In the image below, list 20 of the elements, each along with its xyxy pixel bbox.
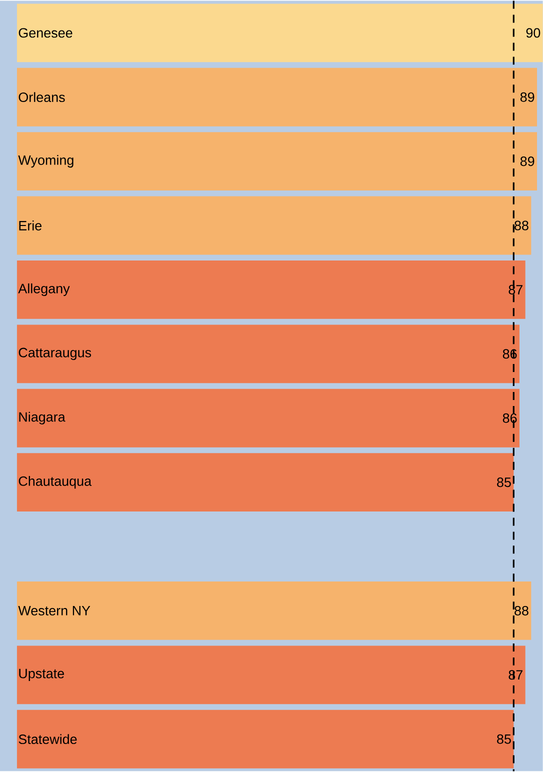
data-label: 88: [514, 220, 528, 230]
y-tick-label: Niagara: [19, 412, 66, 424]
y-tick-label: Wyoming: [18, 155, 74, 168]
y-tick-label: Upstate: [19, 668, 64, 681]
data-label: 86: [502, 413, 517, 423]
data-label: 87: [508, 284, 523, 294]
data-label: 89: [520, 156, 534, 166]
data-label: 89: [520, 92, 534, 102]
y-tick-label: Genesee: [18, 28, 72, 38]
y-tick-label: Cattaraugus: [18, 348, 92, 360]
y-tick-label: Statewide: [18, 734, 77, 744]
y-tick-label: Chautauqua: [18, 476, 92, 489]
y-tick-label: Erie: [19, 220, 42, 230]
data-label: 85: [497, 478, 511, 488]
data-label: 85: [497, 734, 511, 744]
y-tick-label: Orleans: [18, 92, 65, 102]
y-tick-label: Allegany: [18, 283, 70, 296]
data-label: 90: [526, 28, 540, 38]
y-tick-label: Western NY: [18, 606, 90, 616]
data-label: 88: [514, 606, 528, 616]
